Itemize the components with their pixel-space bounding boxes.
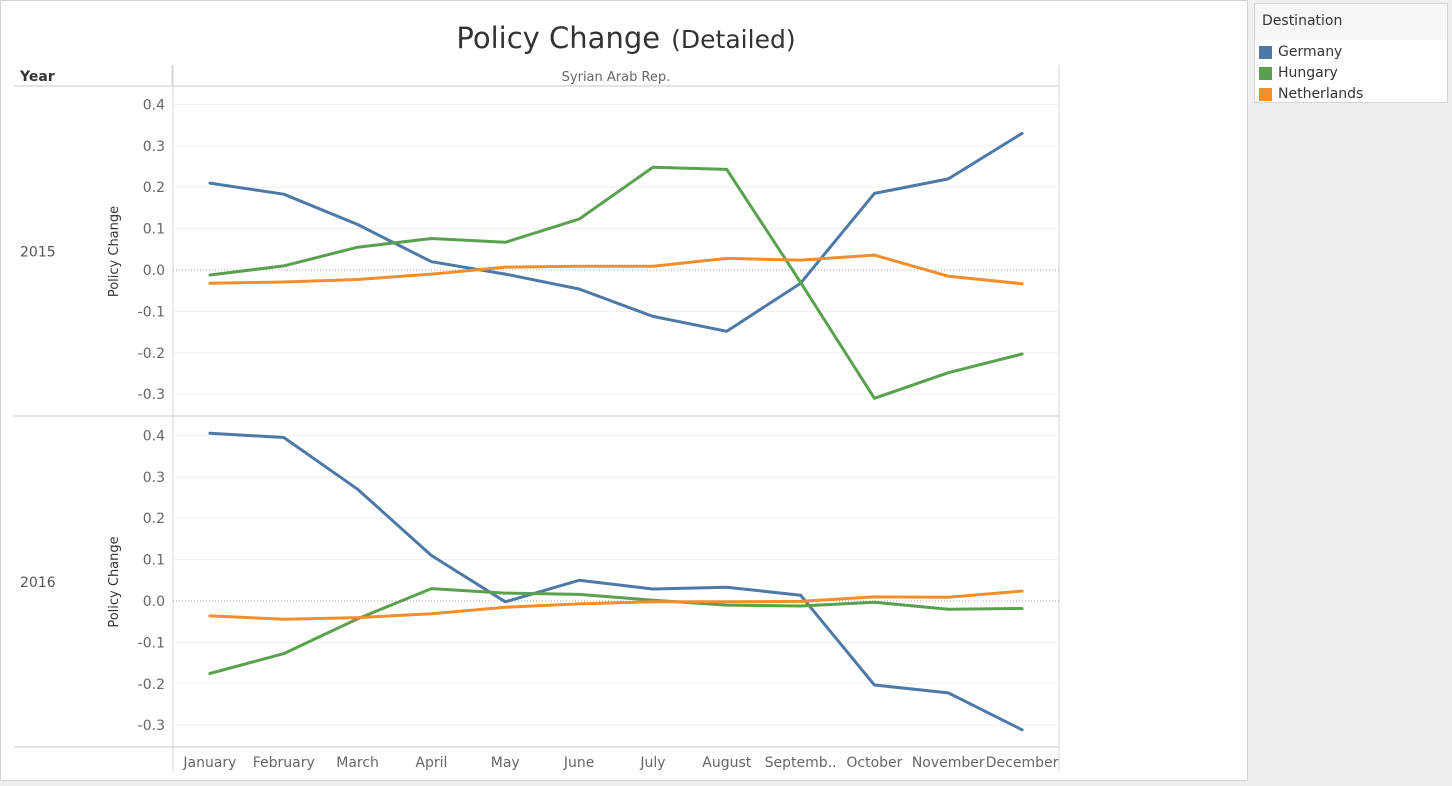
chart-title: Policy Change (Detailed) xyxy=(456,21,795,55)
legend-header xyxy=(1255,4,1447,40)
legend-item-germany[interactable]: Germany xyxy=(1259,43,1342,61)
x-tick-label: Septemb.. xyxy=(765,755,837,771)
legend-title: Destination xyxy=(1262,13,1343,29)
chart-container: Policy Change (Detailed) Year Syrian Ara… xyxy=(0,0,1248,781)
column-header: Syrian Arab Rep. xyxy=(562,70,671,85)
year-label: 2016 xyxy=(20,575,56,591)
legend: Destination Germany Hungary Netherlands xyxy=(1254,3,1448,103)
y-tick-label: -0.3 xyxy=(138,387,165,403)
legend-swatch xyxy=(1259,66,1272,80)
y-tick-label: 0.3 xyxy=(143,470,165,486)
y-tick-label: 0.3 xyxy=(143,139,165,155)
x-tick-label: May xyxy=(491,755,520,771)
x-tick-label: October xyxy=(846,755,902,771)
x-tick-label: April xyxy=(415,755,447,771)
legend-label: Netherlands xyxy=(1278,86,1364,102)
series-line-germany xyxy=(208,431,1024,732)
y-tick-label: -0.3 xyxy=(138,718,165,734)
row-header-year: Year xyxy=(19,69,55,85)
legend-label: Germany xyxy=(1278,44,1343,60)
legend-swatch xyxy=(1259,87,1272,101)
line-chart: Policy Change (Detailed) Year Syrian Ara… xyxy=(14,21,1060,771)
x-tick-label: June xyxy=(563,755,595,771)
y-tick-label: 0.0 xyxy=(143,594,165,610)
y-tick-label: 0.1 xyxy=(143,553,165,569)
x-tick-label: February xyxy=(253,755,315,771)
y-tick-label: -0.1 xyxy=(138,304,165,320)
legend-swatch xyxy=(1259,45,1272,59)
chart-title-sub: (Detailed) xyxy=(671,25,795,54)
y-tick-label: 0.2 xyxy=(143,511,165,527)
y-tick-label: 0.4 xyxy=(143,97,165,113)
y-tick-label: 0.1 xyxy=(143,222,165,238)
year-label: 2015 xyxy=(20,245,56,261)
x-tick-label: November xyxy=(912,755,985,771)
x-tick-label: January xyxy=(182,755,236,771)
series-line-hungary xyxy=(208,165,1024,400)
x-tick-label: March xyxy=(336,755,379,771)
series-line-hungary xyxy=(208,587,1024,675)
y-tick-label: 0.2 xyxy=(143,180,165,196)
y-tick-label: -0.2 xyxy=(138,677,165,693)
series-line-netherlands xyxy=(208,253,1024,286)
y-tick-label: 0.4 xyxy=(143,428,165,444)
series-line-netherlands xyxy=(208,589,1024,621)
y-tick-label: -0.1 xyxy=(138,635,165,651)
y-tick-label: -0.2 xyxy=(138,346,165,362)
chart-title-main: Policy Change xyxy=(456,21,660,55)
y-tick-label: 0.0 xyxy=(143,263,165,279)
legend-item-netherlands[interactable]: Netherlands xyxy=(1259,85,1363,103)
series-line-germany xyxy=(208,131,1024,333)
x-tick-label: August xyxy=(702,755,752,771)
y-axis-title: Policy Change xyxy=(107,206,122,297)
legend-label: Hungary xyxy=(1278,65,1338,81)
y-axis-title: Policy Change xyxy=(107,536,122,627)
legend-item-hungary[interactable]: Hungary xyxy=(1259,64,1338,82)
x-tick-label: July xyxy=(639,755,665,771)
x-tick-label: December xyxy=(986,755,1059,771)
